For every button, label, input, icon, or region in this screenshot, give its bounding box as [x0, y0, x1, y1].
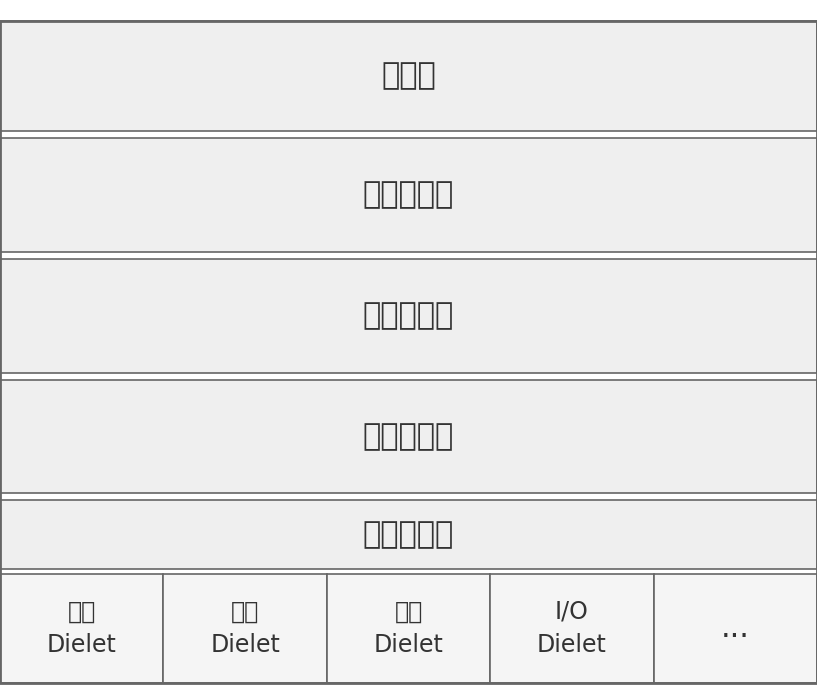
Text: 硬件资源层: 硬件资源层 — [363, 520, 454, 549]
Text: 存储
Dielet: 存储 Dielet — [210, 600, 280, 658]
Text: 业务感知层: 业务感知层 — [363, 180, 454, 210]
Bar — [163, 574, 327, 683]
Text: 应用层: 应用层 — [381, 61, 436, 90]
Bar — [0, 138, 817, 252]
Bar — [490, 574, 654, 683]
Text: 认知决策层: 认知决策层 — [363, 301, 454, 331]
Bar — [0, 259, 817, 373]
Text: 计算
Dielet: 计算 Dielet — [47, 600, 117, 658]
Bar — [654, 574, 817, 683]
Bar — [0, 574, 163, 683]
Bar — [0, 21, 817, 131]
Text: 资源感知层: 资源感知层 — [363, 422, 454, 451]
Text: ...: ... — [721, 614, 750, 643]
Bar — [0, 380, 817, 493]
Bar — [0, 500, 817, 569]
Bar — [327, 574, 490, 683]
Text: 互连
Dielet: 互连 Dielet — [373, 600, 444, 658]
Text: I/O
Dielet: I/O Dielet — [537, 600, 607, 658]
